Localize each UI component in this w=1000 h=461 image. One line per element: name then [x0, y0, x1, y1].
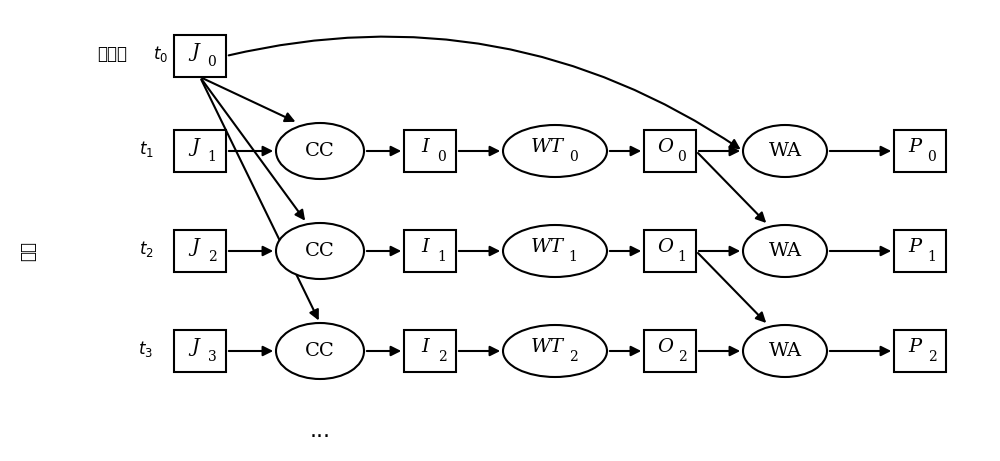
Text: J: J: [191, 43, 199, 61]
Text: CC: CC: [305, 142, 335, 160]
Text: 2: 2: [438, 350, 446, 364]
Text: J: J: [191, 338, 199, 356]
Text: ...: ...: [310, 421, 330, 441]
Text: 1: 1: [928, 250, 936, 264]
Text: 1: 1: [678, 250, 686, 264]
Text: WT: WT: [530, 138, 564, 156]
Text: O: O: [657, 238, 673, 256]
Text: WA: WA: [768, 242, 802, 260]
FancyBboxPatch shape: [174, 130, 226, 172]
Text: P: P: [908, 338, 922, 356]
Text: P: P: [908, 238, 922, 256]
Text: 处理: 处理: [19, 241, 37, 261]
Text: P: P: [908, 138, 922, 156]
Ellipse shape: [743, 325, 827, 377]
Text: I: I: [421, 338, 429, 356]
Text: 3: 3: [208, 350, 216, 364]
Text: WA: WA: [768, 342, 802, 360]
FancyBboxPatch shape: [894, 230, 946, 272]
FancyBboxPatch shape: [894, 130, 946, 172]
FancyBboxPatch shape: [404, 130, 456, 172]
Text: $t_2$: $t_2$: [139, 239, 153, 259]
FancyBboxPatch shape: [644, 330, 696, 372]
Text: J: J: [191, 238, 199, 256]
Text: I: I: [421, 238, 429, 256]
Text: I: I: [421, 138, 429, 156]
FancyBboxPatch shape: [644, 130, 696, 172]
Text: $t_3$: $t_3$: [138, 339, 154, 359]
Ellipse shape: [503, 325, 607, 377]
Ellipse shape: [276, 123, 364, 179]
Text: $t_1$: $t_1$: [139, 139, 153, 159]
Text: 1: 1: [208, 150, 216, 164]
Text: WA: WA: [768, 142, 802, 160]
Text: 2: 2: [569, 350, 577, 364]
FancyBboxPatch shape: [644, 230, 696, 272]
Ellipse shape: [503, 225, 607, 277]
FancyBboxPatch shape: [404, 230, 456, 272]
Text: O: O: [657, 138, 673, 156]
Text: 1: 1: [438, 250, 446, 264]
Text: 0: 0: [678, 150, 686, 164]
FancyBboxPatch shape: [174, 330, 226, 372]
Ellipse shape: [276, 223, 364, 279]
Text: WT: WT: [530, 338, 564, 356]
Text: O: O: [657, 338, 673, 356]
Text: CC: CC: [305, 242, 335, 260]
Text: 初始化: 初始化: [97, 45, 127, 63]
Text: 0: 0: [208, 55, 216, 69]
Text: 0: 0: [928, 150, 936, 164]
Text: 1: 1: [569, 250, 577, 264]
Text: 2: 2: [678, 350, 686, 364]
FancyArrowPatch shape: [229, 36, 739, 148]
FancyBboxPatch shape: [404, 330, 456, 372]
FancyBboxPatch shape: [174, 35, 226, 77]
FancyBboxPatch shape: [174, 230, 226, 272]
Text: $t_0$: $t_0$: [153, 44, 169, 64]
Text: CC: CC: [305, 342, 335, 360]
Ellipse shape: [743, 125, 827, 177]
Text: 0: 0: [438, 150, 446, 164]
Ellipse shape: [276, 323, 364, 379]
Text: J: J: [191, 138, 199, 156]
Text: 2: 2: [928, 350, 936, 364]
FancyBboxPatch shape: [894, 330, 946, 372]
Text: 0: 0: [569, 150, 577, 164]
Text: WT: WT: [530, 238, 564, 256]
Text: 2: 2: [208, 250, 216, 264]
Ellipse shape: [503, 125, 607, 177]
Ellipse shape: [743, 225, 827, 277]
